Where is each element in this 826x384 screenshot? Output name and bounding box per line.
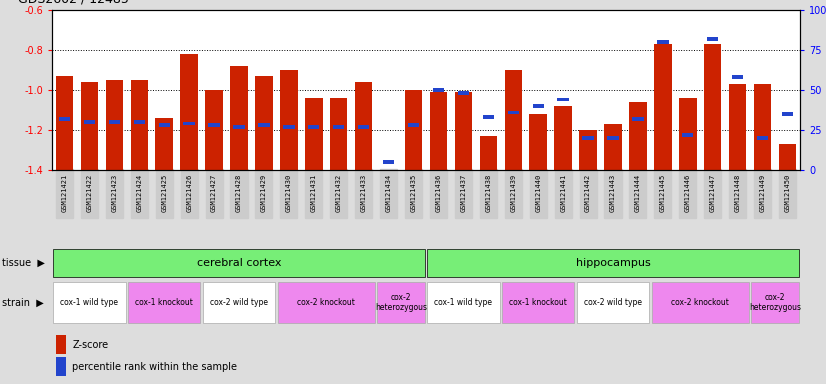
Bar xyxy=(259,123,269,127)
Bar xyxy=(383,160,394,164)
Text: cerebral cortex: cerebral cortex xyxy=(197,258,281,268)
Bar xyxy=(458,91,469,95)
Bar xyxy=(427,248,799,277)
Bar xyxy=(652,282,749,323)
Bar xyxy=(605,124,622,170)
Bar xyxy=(280,70,297,170)
Bar xyxy=(203,282,275,323)
Bar xyxy=(53,282,126,323)
Bar xyxy=(754,84,771,170)
Bar xyxy=(131,80,148,170)
Bar xyxy=(377,282,425,323)
Bar xyxy=(629,102,647,170)
Bar xyxy=(206,90,223,170)
Text: cox-1 knockout: cox-1 knockout xyxy=(135,298,193,307)
Text: GDS2602 / 12485: GDS2602 / 12485 xyxy=(18,0,129,6)
Bar xyxy=(554,106,572,170)
Text: cox-1 wild type: cox-1 wild type xyxy=(60,298,118,307)
Bar xyxy=(53,248,425,277)
Bar xyxy=(109,120,120,124)
Bar xyxy=(230,66,248,170)
Bar xyxy=(657,40,668,44)
Bar xyxy=(480,136,497,170)
Bar xyxy=(533,104,544,108)
Text: Z-score: Z-score xyxy=(72,340,108,350)
Bar xyxy=(482,116,494,119)
Bar xyxy=(405,90,422,170)
Text: cox-2 wild type: cox-2 wild type xyxy=(584,298,642,307)
Bar xyxy=(433,88,444,92)
Bar xyxy=(782,112,793,116)
Bar xyxy=(55,357,66,376)
Bar xyxy=(159,123,170,127)
Bar xyxy=(752,282,799,323)
Bar xyxy=(355,82,373,170)
Bar xyxy=(278,282,375,323)
Bar xyxy=(255,76,273,170)
Bar xyxy=(83,120,95,124)
Bar xyxy=(607,136,619,140)
Bar xyxy=(757,136,768,140)
Bar xyxy=(729,84,747,170)
Bar xyxy=(679,98,696,170)
Bar xyxy=(558,98,569,101)
Bar xyxy=(134,120,145,124)
Bar xyxy=(508,111,519,114)
Bar xyxy=(330,98,348,170)
Text: cox-2 knockout: cox-2 knockout xyxy=(672,298,729,307)
Text: percentile rank within the sample: percentile rank within the sample xyxy=(72,362,237,372)
Bar xyxy=(454,92,472,170)
Bar xyxy=(704,44,721,170)
Bar xyxy=(505,70,522,170)
Bar xyxy=(233,125,244,129)
Bar xyxy=(427,282,500,323)
Bar xyxy=(632,117,643,121)
Bar xyxy=(577,282,649,323)
Bar xyxy=(81,82,98,170)
Bar xyxy=(502,282,574,323)
Text: strain  ▶: strain ▶ xyxy=(2,298,44,308)
Bar xyxy=(55,335,66,354)
Bar xyxy=(283,125,295,129)
Bar xyxy=(180,54,198,170)
Bar xyxy=(579,130,597,170)
Bar xyxy=(155,118,173,170)
Text: cox-2
heterozygous: cox-2 heterozygous xyxy=(375,293,427,312)
Bar xyxy=(408,123,420,127)
Bar xyxy=(430,92,447,170)
Bar xyxy=(183,122,195,126)
Text: hippocampus: hippocampus xyxy=(576,258,650,268)
Bar xyxy=(732,75,743,79)
Bar xyxy=(128,282,201,323)
Bar xyxy=(358,125,369,129)
Bar xyxy=(707,37,719,41)
Bar xyxy=(208,123,220,127)
Bar xyxy=(55,76,74,170)
Text: cox-2
heterozygous: cox-2 heterozygous xyxy=(749,293,801,312)
Bar xyxy=(529,114,547,170)
Bar xyxy=(582,136,594,140)
Text: tissue  ▶: tissue ▶ xyxy=(2,258,45,268)
Bar xyxy=(779,144,796,170)
Bar xyxy=(333,125,344,129)
Text: cox-2 wild type: cox-2 wild type xyxy=(210,298,268,307)
Bar xyxy=(59,117,70,121)
Text: cox-1 wild type: cox-1 wild type xyxy=(434,298,492,307)
Bar xyxy=(682,133,694,137)
Bar xyxy=(654,44,672,170)
Bar xyxy=(305,98,322,170)
Text: cox-1 knockout: cox-1 knockout xyxy=(510,298,567,307)
Bar xyxy=(308,125,320,129)
Text: cox-2 knockout: cox-2 knockout xyxy=(297,298,355,307)
Bar xyxy=(106,80,123,170)
